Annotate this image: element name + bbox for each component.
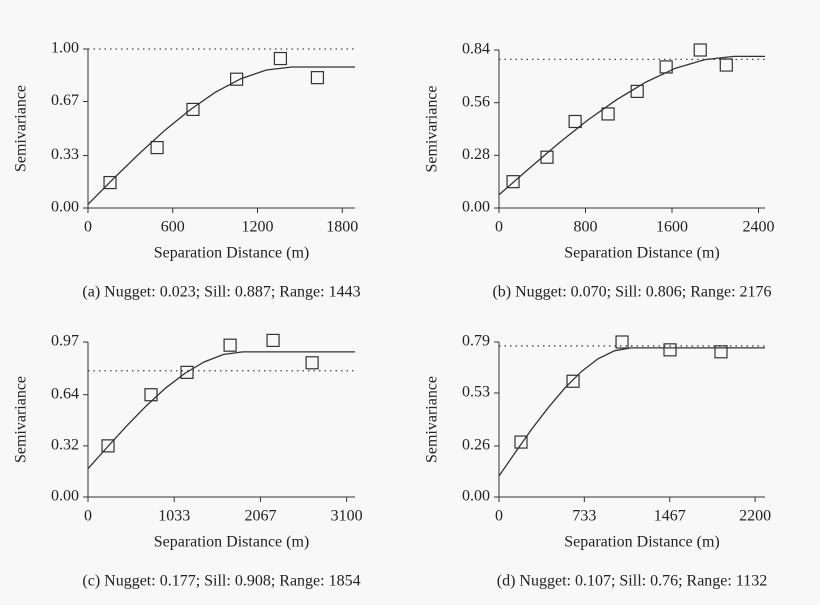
- x-tick-label: 0: [495, 219, 503, 236]
- caption: (c) Nugget: 0.177; Sill: 0.908; Range: 1…: [82, 573, 360, 590]
- x-tick-label: 1200: [242, 219, 274, 236]
- point: [144, 388, 158, 402]
- y-tick-label: 0.84: [462, 41, 490, 58]
- y-tick-label: 0.33: [51, 146, 79, 163]
- point: [514, 435, 528, 449]
- point: [714, 345, 728, 359]
- x-tick-label: 1033: [158, 508, 190, 525]
- y-tick-label: 0.79: [462, 333, 490, 350]
- y-tick-label: 0.00: [51, 199, 79, 216]
- x-tick-label: 1800: [326, 219, 358, 236]
- x-tick-label: 0: [84, 219, 92, 236]
- x-axis-label: Separation Distance (m): [154, 245, 310, 262]
- y-tick-label: 0.26: [462, 437, 490, 454]
- x-tick-label: 1467: [654, 508, 686, 525]
- point: [273, 51, 288, 66]
- point: [223, 338, 237, 352]
- x-tick-label: 0: [84, 508, 92, 525]
- x-tick-label: 800: [574, 219, 598, 236]
- point: [540, 150, 554, 164]
- point: [310, 71, 325, 85]
- x-tick-label: 2200: [739, 508, 771, 525]
- fit-curve: [87, 351, 355, 470]
- point: [266, 333, 280, 348]
- fit-curve: [87, 66, 355, 205]
- y-axis-label: Semivariance: [13, 85, 30, 172]
- y-tick-label: 0.67: [51, 92, 79, 109]
- caption: (a) Nugget: 0.023; Sill: 0.887; Range: 1…: [82, 284, 360, 301]
- point: [693, 43, 707, 57]
- y-tick-label: 0.64: [51, 385, 79, 402]
- y-tick-label: 0.32: [51, 437, 79, 454]
- y-tick-label: 0.00: [462, 488, 490, 505]
- y-axis-label: Semivariance: [424, 376, 441, 463]
- point: [568, 114, 582, 129]
- caption: (d) Nugget: 0.107; Sill: 0.76; Range: 11…: [497, 573, 768, 590]
- x-tick-label: 600: [161, 219, 185, 236]
- y-tick-label: 0.53: [462, 384, 490, 401]
- point: [601, 107, 615, 121]
- y-tick-label: 0.00: [51, 488, 79, 505]
- fit-curve: [498, 347, 765, 477]
- y-axis-label: Semivariance: [424, 85, 441, 172]
- fit-curve: [498, 55, 765, 196]
- point: [150, 140, 164, 155]
- point: [719, 58, 733, 72]
- x-axis-label: Separation Distance (m): [564, 534, 720, 551]
- x-tick-label: 1600: [656, 219, 688, 236]
- y-axis-label: Semivariance: [13, 376, 30, 463]
- x-axis-label: Separation Distance (m): [564, 245, 720, 262]
- y-tick-label: 1.00: [51, 40, 79, 57]
- point: [101, 439, 115, 453]
- point: [663, 343, 677, 357]
- x-axis-label: Separation Distance (m): [154, 534, 310, 551]
- x-tick-label: 2400: [743, 219, 775, 236]
- x-tick-label: 0: [495, 508, 503, 525]
- y-tick-label: 0.28: [462, 146, 490, 163]
- point: [305, 356, 319, 370]
- y-tick-label: 0.00: [462, 199, 490, 216]
- caption: (b) Nugget: 0.070; Sill: 0.806; Range: 2…: [492, 284, 771, 301]
- y-tick-label: 0.97: [51, 333, 79, 350]
- x-tick-label: 2067: [244, 508, 276, 525]
- x-tick-label: 3100: [331, 508, 363, 525]
- point: [566, 374, 580, 388]
- point: [103, 175, 117, 190]
- x-tick-label: 733: [572, 508, 596, 525]
- point: [506, 175, 520, 189]
- y-tick-label: 0.56: [462, 93, 490, 110]
- point: [180, 365, 194, 379]
- point: [186, 102, 200, 117]
- point: [615, 335, 629, 349]
- point: [230, 72, 244, 86]
